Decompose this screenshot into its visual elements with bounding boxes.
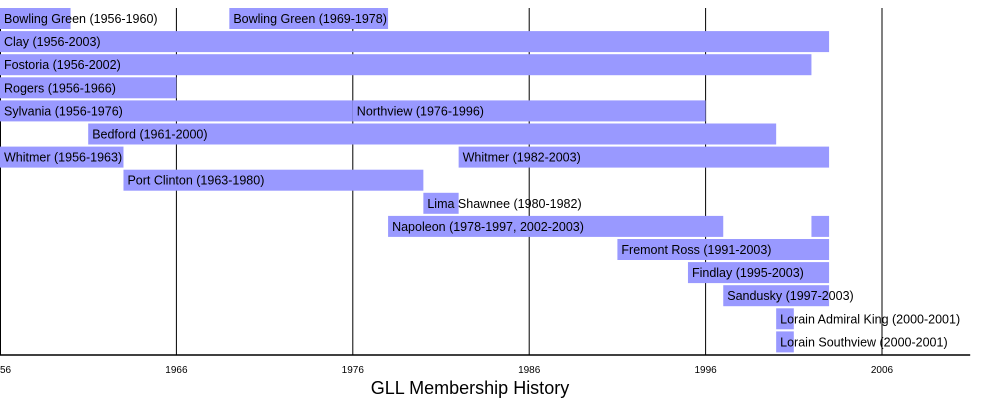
bar-label: Rogers (1956-1966) bbox=[4, 81, 116, 95]
bars bbox=[0, 8, 830, 353]
x-tick-label: 2006 bbox=[871, 365, 894, 376]
bar-label: Bowling Green (1969-1978) bbox=[233, 12, 387, 26]
timeline-bar bbox=[458, 146, 830, 168]
timeline-bar bbox=[723, 285, 830, 307]
bar-label: Lorain Admiral King (2000-2001) bbox=[780, 312, 960, 326]
bar-label: Napoleon (1978-1997, 2002-2003) bbox=[392, 220, 584, 234]
bar-label: Sylvania (1956-1976) bbox=[4, 104, 123, 118]
bar-label: Lorain Southview (2000-2001) bbox=[780, 335, 947, 349]
timeline-bar bbox=[352, 100, 706, 122]
timeline-bar bbox=[229, 8, 389, 29]
bar-label: Findlay (1995-2003) bbox=[692, 266, 804, 280]
timeline-bar bbox=[0, 146, 124, 168]
timeline-bar bbox=[0, 100, 353, 122]
bar-label: Northview (1976-1996) bbox=[357, 104, 484, 118]
bar-label: Lima Shawnee (1980-1982) bbox=[427, 197, 581, 211]
timeline-bar bbox=[811, 215, 830, 237]
bar-label: Bedford (1961-2000) bbox=[92, 128, 207, 142]
timeline-bar bbox=[0, 54, 812, 76]
chart-title: GLL Membership History bbox=[371, 378, 569, 398]
timeline-bar bbox=[0, 31, 830, 53]
bar-label: Sandusky (1997-2003) bbox=[727, 289, 853, 303]
bar-label: Fostoria (1956-2002) bbox=[4, 58, 121, 72]
x-axis: 1956 1966 1976 1986 1996 2006 bbox=[0, 354, 971, 376]
x-tick-label: 1986 bbox=[518, 365, 541, 376]
x-tick-label: 1956 bbox=[0, 365, 12, 376]
x-tick-label: 1996 bbox=[694, 365, 717, 376]
bar-label: Whitmer (1956-1963) bbox=[4, 151, 122, 165]
timeline-bar bbox=[88, 123, 777, 145]
timeline-bar bbox=[0, 8, 71, 29]
timeline-bar bbox=[423, 192, 459, 214]
x-tick-label: 1976 bbox=[342, 365, 365, 376]
timeline-bar bbox=[0, 77, 177, 99]
timeline-bar bbox=[687, 262, 830, 284]
x-tick-label: 1966 bbox=[165, 365, 188, 376]
bar-label: Clay (1956-2003) bbox=[4, 35, 101, 49]
bar-labels: Bowling Green (1956-1960) Bowling Green (… bbox=[4, 12, 960, 349]
timeline-bar bbox=[388, 215, 724, 237]
bar-label: Port Clinton (1963-1980) bbox=[127, 174, 264, 188]
bar-label: Whitmer (1982-2003) bbox=[463, 151, 581, 165]
timeline-bar bbox=[617, 239, 830, 260]
timeline-bar bbox=[776, 331, 794, 353]
timeline-bar bbox=[776, 308, 794, 330]
bar-label: Fremont Ross (1991-2003) bbox=[621, 243, 771, 257]
bar-label: Bowling Green (1956-1960) bbox=[4, 12, 158, 26]
timeline-bar bbox=[123, 169, 424, 191]
